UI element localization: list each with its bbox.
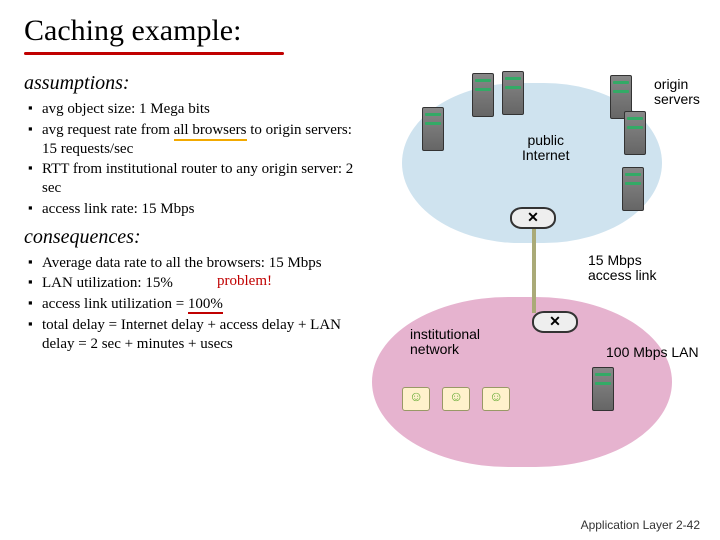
text-column: assumptions: avg object size: 1 Mega bit… xyxy=(24,67,354,359)
lan-cloud xyxy=(372,297,672,467)
list-item: total delay = Internet delay + access de… xyxy=(42,316,354,354)
client-icon xyxy=(442,387,470,411)
list-item: LAN utilization: 15% problem! xyxy=(42,274,354,293)
access-link-line xyxy=(532,229,536,313)
lan-label: 100 Mbps LAN xyxy=(606,345,699,360)
all-browsers-highlight: all browsers xyxy=(174,122,247,141)
server-icon xyxy=(502,71,524,115)
list-item: RTT from institutional router to any ori… xyxy=(42,160,354,198)
server-icon xyxy=(472,73,494,117)
access-link-label: 15 Mbps access link xyxy=(588,253,656,284)
server-icon xyxy=(622,167,644,211)
list-item: access link utilization = 100% xyxy=(42,295,354,314)
footer-text: Application Layer xyxy=(581,518,673,532)
server-icon xyxy=(422,107,444,151)
assumptions-list: avg object size: 1 Mega bits avg request… xyxy=(24,100,354,219)
list-item: avg request rate from all browsers to or… xyxy=(42,121,354,159)
list-item: Average data rate to all the browsers: 1… xyxy=(42,254,354,273)
consequences-list: Average data rate to all the browsers: 1… xyxy=(24,254,354,354)
origin-servers-label: origin servers xyxy=(654,77,700,108)
problem-highlight: 100% xyxy=(188,296,223,314)
network-diagram: ✕ ✕ origin servers public Internet 15 Mb… xyxy=(362,67,712,487)
page-title: Caching example: xyxy=(24,14,696,48)
footer: Application Layer 2-42 xyxy=(581,518,700,532)
institutional-network-label: institutional network xyxy=(410,327,480,358)
list-item: access link rate: 15 Mbps xyxy=(42,200,354,219)
router-icon: ✕ xyxy=(510,207,556,229)
problem-callout: problem! xyxy=(217,272,272,291)
router-icon: ✕ xyxy=(532,311,578,333)
client-icon xyxy=(402,387,430,411)
footer-pagenum: 2-42 xyxy=(676,518,700,532)
server-icon xyxy=(624,111,646,155)
server-icon xyxy=(592,367,614,411)
list-item: avg object size: 1 Mega bits xyxy=(42,100,354,119)
assumptions-heading: assumptions: xyxy=(24,71,354,96)
consequences-heading: consequences: xyxy=(24,225,354,250)
client-icon xyxy=(482,387,510,411)
title-underline xyxy=(24,52,284,55)
public-internet-label: public Internet xyxy=(522,133,569,164)
